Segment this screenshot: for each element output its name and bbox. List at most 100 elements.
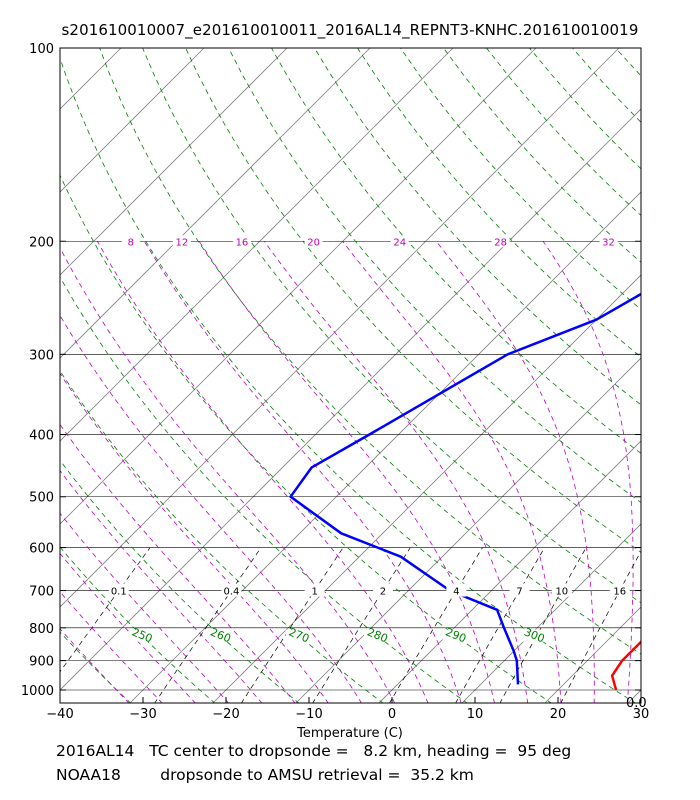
mixing-ratio-label: 1 [311, 587, 317, 598]
dry-adiabat [60, 370, 384, 703]
x-tick-label: −10 [295, 707, 322, 722]
dry-adiabat [60, 459, 300, 703]
moist-adiabat [60, 423, 296, 703]
plot-bg [60, 48, 641, 703]
cyan_profile-series-line [659, 589, 700, 670]
moist-adiabat [60, 552, 196, 703]
moist-adiabat [60, 512, 229, 703]
label-bg [285, 629, 310, 642]
x-tick-label: −30 [129, 707, 156, 722]
x-tick-label: −40 [46, 707, 73, 722]
moist-adiabat-label: 28 [494, 237, 507, 248]
label-bg [390, 235, 409, 248]
y-tick-label: 100 [29, 42, 54, 57]
label-bg [172, 235, 191, 248]
isotherm-line [60, 48, 205, 193]
dry-adiabat [357, 48, 641, 358]
plot-background [60, 48, 641, 703]
label-bg [121, 235, 140, 248]
y-tick-label: 800 [29, 622, 54, 637]
isotherm-line [295, 357, 641, 703]
moist-adiabat [60, 591, 163, 703]
moist-adiabat [342, 241, 562, 703]
plot-border [59, 47, 642, 704]
moist-adiabat [60, 372, 329, 703]
mixing-ratio-line [241, 547, 344, 703]
label-bg [446, 583, 467, 597]
moist-adiabat [60, 246, 396, 703]
moist-adiabat-label: 24 [393, 237, 406, 248]
mixing-ratio-label: 0.4 [223, 587, 239, 598]
label-bg [304, 583, 325, 597]
caption-line-2: NOAA18 dropsonde to AMSU retrieval = 35.… [56, 766, 474, 784]
moist-adiabat [650, 241, 682, 703]
y-tick-label: 200 [29, 235, 54, 250]
label-bg [364, 629, 389, 642]
mixing-ratio-label: 2 [380, 587, 386, 598]
mixing-ratio-line [312, 547, 411, 703]
dry-adiabat [60, 631, 132, 703]
mixing-ratio-label: 10 [555, 587, 568, 598]
isotherm-line [0, 48, 38, 704]
moist-adiabat [97, 241, 429, 703]
mixing-ratio-label: 0.1 [111, 587, 127, 598]
label-bg [128, 629, 153, 642]
mixing-ratio-label: 7 [516, 587, 522, 598]
isotherm-line [60, 108, 641, 691]
label-bg [372, 583, 393, 597]
label-bg [442, 629, 467, 642]
plot-area [0, 48, 700, 704]
label-bg [599, 235, 618, 248]
mixing-ratio-label: 4 [453, 587, 459, 598]
moist-adiabat-label: 12 [175, 237, 188, 248]
dry-adiabat [99, 48, 641, 655]
x-tick-label: 20 [550, 707, 567, 722]
y-tick-label: 900 [29, 655, 54, 670]
label-bg [221, 583, 242, 597]
dry-adiabat [60, 276, 468, 703]
y-tick-label: 500 [29, 491, 54, 506]
label-bg [304, 235, 323, 248]
x-tick-label: 10 [467, 707, 484, 722]
isotherm-line [60, 48, 620, 608]
label-bg [232, 235, 251, 248]
isotherm-line [378, 440, 641, 703]
label-bg [509, 583, 530, 597]
dry-adiabat [0, 48, 47, 704]
moist-adiabat [198, 241, 495, 703]
mixing-ratio-line [560, 550, 641, 703]
moist-adiabat [60, 314, 362, 703]
profile-series [289, 292, 700, 691]
x-axis-label: Temperature (C) [296, 726, 403, 741]
isotherm-line [60, 48, 454, 442]
moist-adiabat [143, 241, 462, 703]
moist-adiabat-label: 16 [236, 237, 249, 248]
moist-adiabat-label: 20 [307, 237, 320, 248]
isotherm-line [60, 48, 537, 525]
moist-adiabat [60, 628, 130, 703]
dry-adiabat-lines [0, 48, 700, 704]
x-tick-label: 30 [633, 707, 650, 722]
mixing-ratio-label: 16 [613, 587, 626, 598]
dry-adiabat [659, 48, 700, 704]
plot-frame [59, 47, 642, 704]
x-tick-label: 0 [388, 707, 396, 722]
isotherm-line [60, 48, 371, 359]
dewpoint-series-line [289, 292, 641, 685]
mixing-ratio-line [60, 547, 151, 673]
moist-adiabat [542, 241, 634, 703]
label-bg [108, 583, 129, 597]
y-tick-label: 700 [29, 585, 54, 600]
y-tick-label: 1000 [21, 684, 54, 699]
x-tick-label: −20 [212, 707, 239, 722]
label-bg [551, 583, 572, 597]
moist-adiabat-label: 8 [128, 237, 134, 248]
y-tick-label: 300 [29, 348, 54, 363]
label-bg [207, 629, 232, 642]
axes: −40 −30 −20 −10 0 10 20 30 100 200 300 400 500 600 700… [21, 42, 649, 722]
chart-title: s201610010007_e201610010011_2016AL14_REP… [61, 21, 639, 39]
isobar-lines [60, 48, 641, 691]
moist-adiabat [435, 241, 595, 703]
purple_profile-series-line [677, 621, 700, 661]
